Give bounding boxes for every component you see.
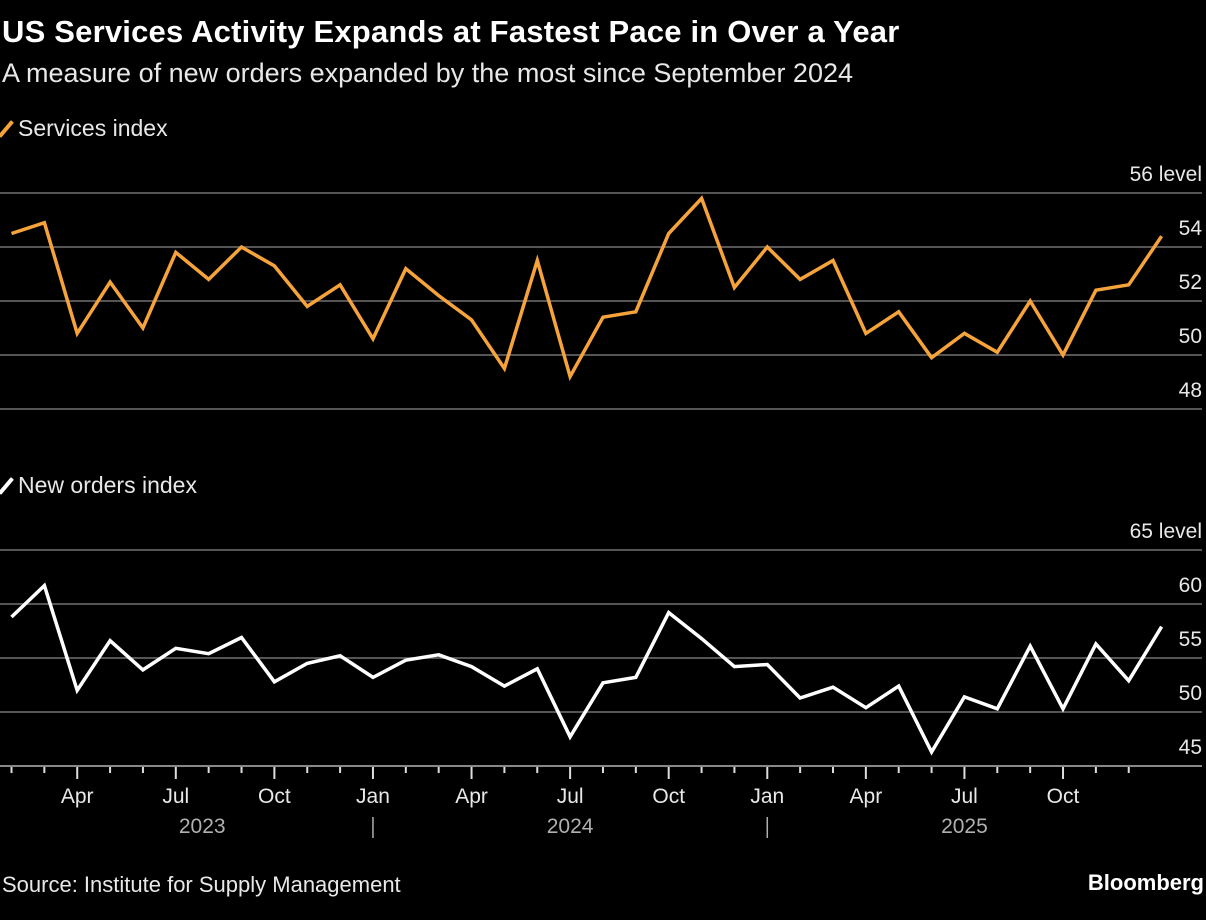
y-tick-label: 50 (1179, 325, 1202, 348)
legend-label: New orders index (18, 472, 197, 498)
y-tick-label: 45 (1179, 736, 1202, 759)
x-tick-label: Jul (162, 785, 189, 808)
x-tick-label: Jul (951, 785, 978, 808)
legend-services: Services index (0, 115, 168, 142)
y-tick-label: 52 (1179, 271, 1202, 294)
y-tick-label: 48 (1179, 379, 1202, 402)
source-note: Source: Institute for Supply Management (2, 872, 401, 897)
year-label: 2024 (547, 815, 594, 838)
y-tick-label: 55 (1179, 628, 1202, 651)
x-tick-label: Apr (850, 785, 883, 808)
chart-subtitle: A measure of new orders expanded by the … (2, 58, 854, 88)
series-line-new-orders (10, 582, 1164, 756)
x-tick-label: Oct (652, 785, 685, 808)
x-tick-label: Apr (455, 785, 488, 808)
series-line-services (10, 195, 1164, 382)
legend-new-orders: New orders index (0, 472, 197, 499)
y-unit-label: 56 level (1130, 163, 1202, 186)
year-label: 2023 (179, 815, 226, 838)
x-tick-label: Oct (258, 785, 291, 808)
y-tick-label: 60 (1179, 574, 1202, 597)
year-label: 2025 (941, 815, 988, 838)
y-tick-label: 50 (1179, 682, 1202, 705)
y-unit-label: 65 level (1130, 520, 1202, 543)
legend-label: Services index (18, 115, 168, 141)
x-tick-label: Apr (61, 785, 94, 808)
y-tick-label: 54 (1179, 217, 1203, 240)
bloomberg-logo: Bloomberg (1087, 870, 1204, 895)
x-tick-label: Oct (1047, 785, 1080, 808)
chart-title: US Services Activity Expands at Fastest … (2, 14, 900, 49)
x-tick-label: Jan (356, 785, 390, 808)
x-tick-label: Jul (557, 785, 584, 808)
x-tick-label: Jan (750, 785, 784, 808)
